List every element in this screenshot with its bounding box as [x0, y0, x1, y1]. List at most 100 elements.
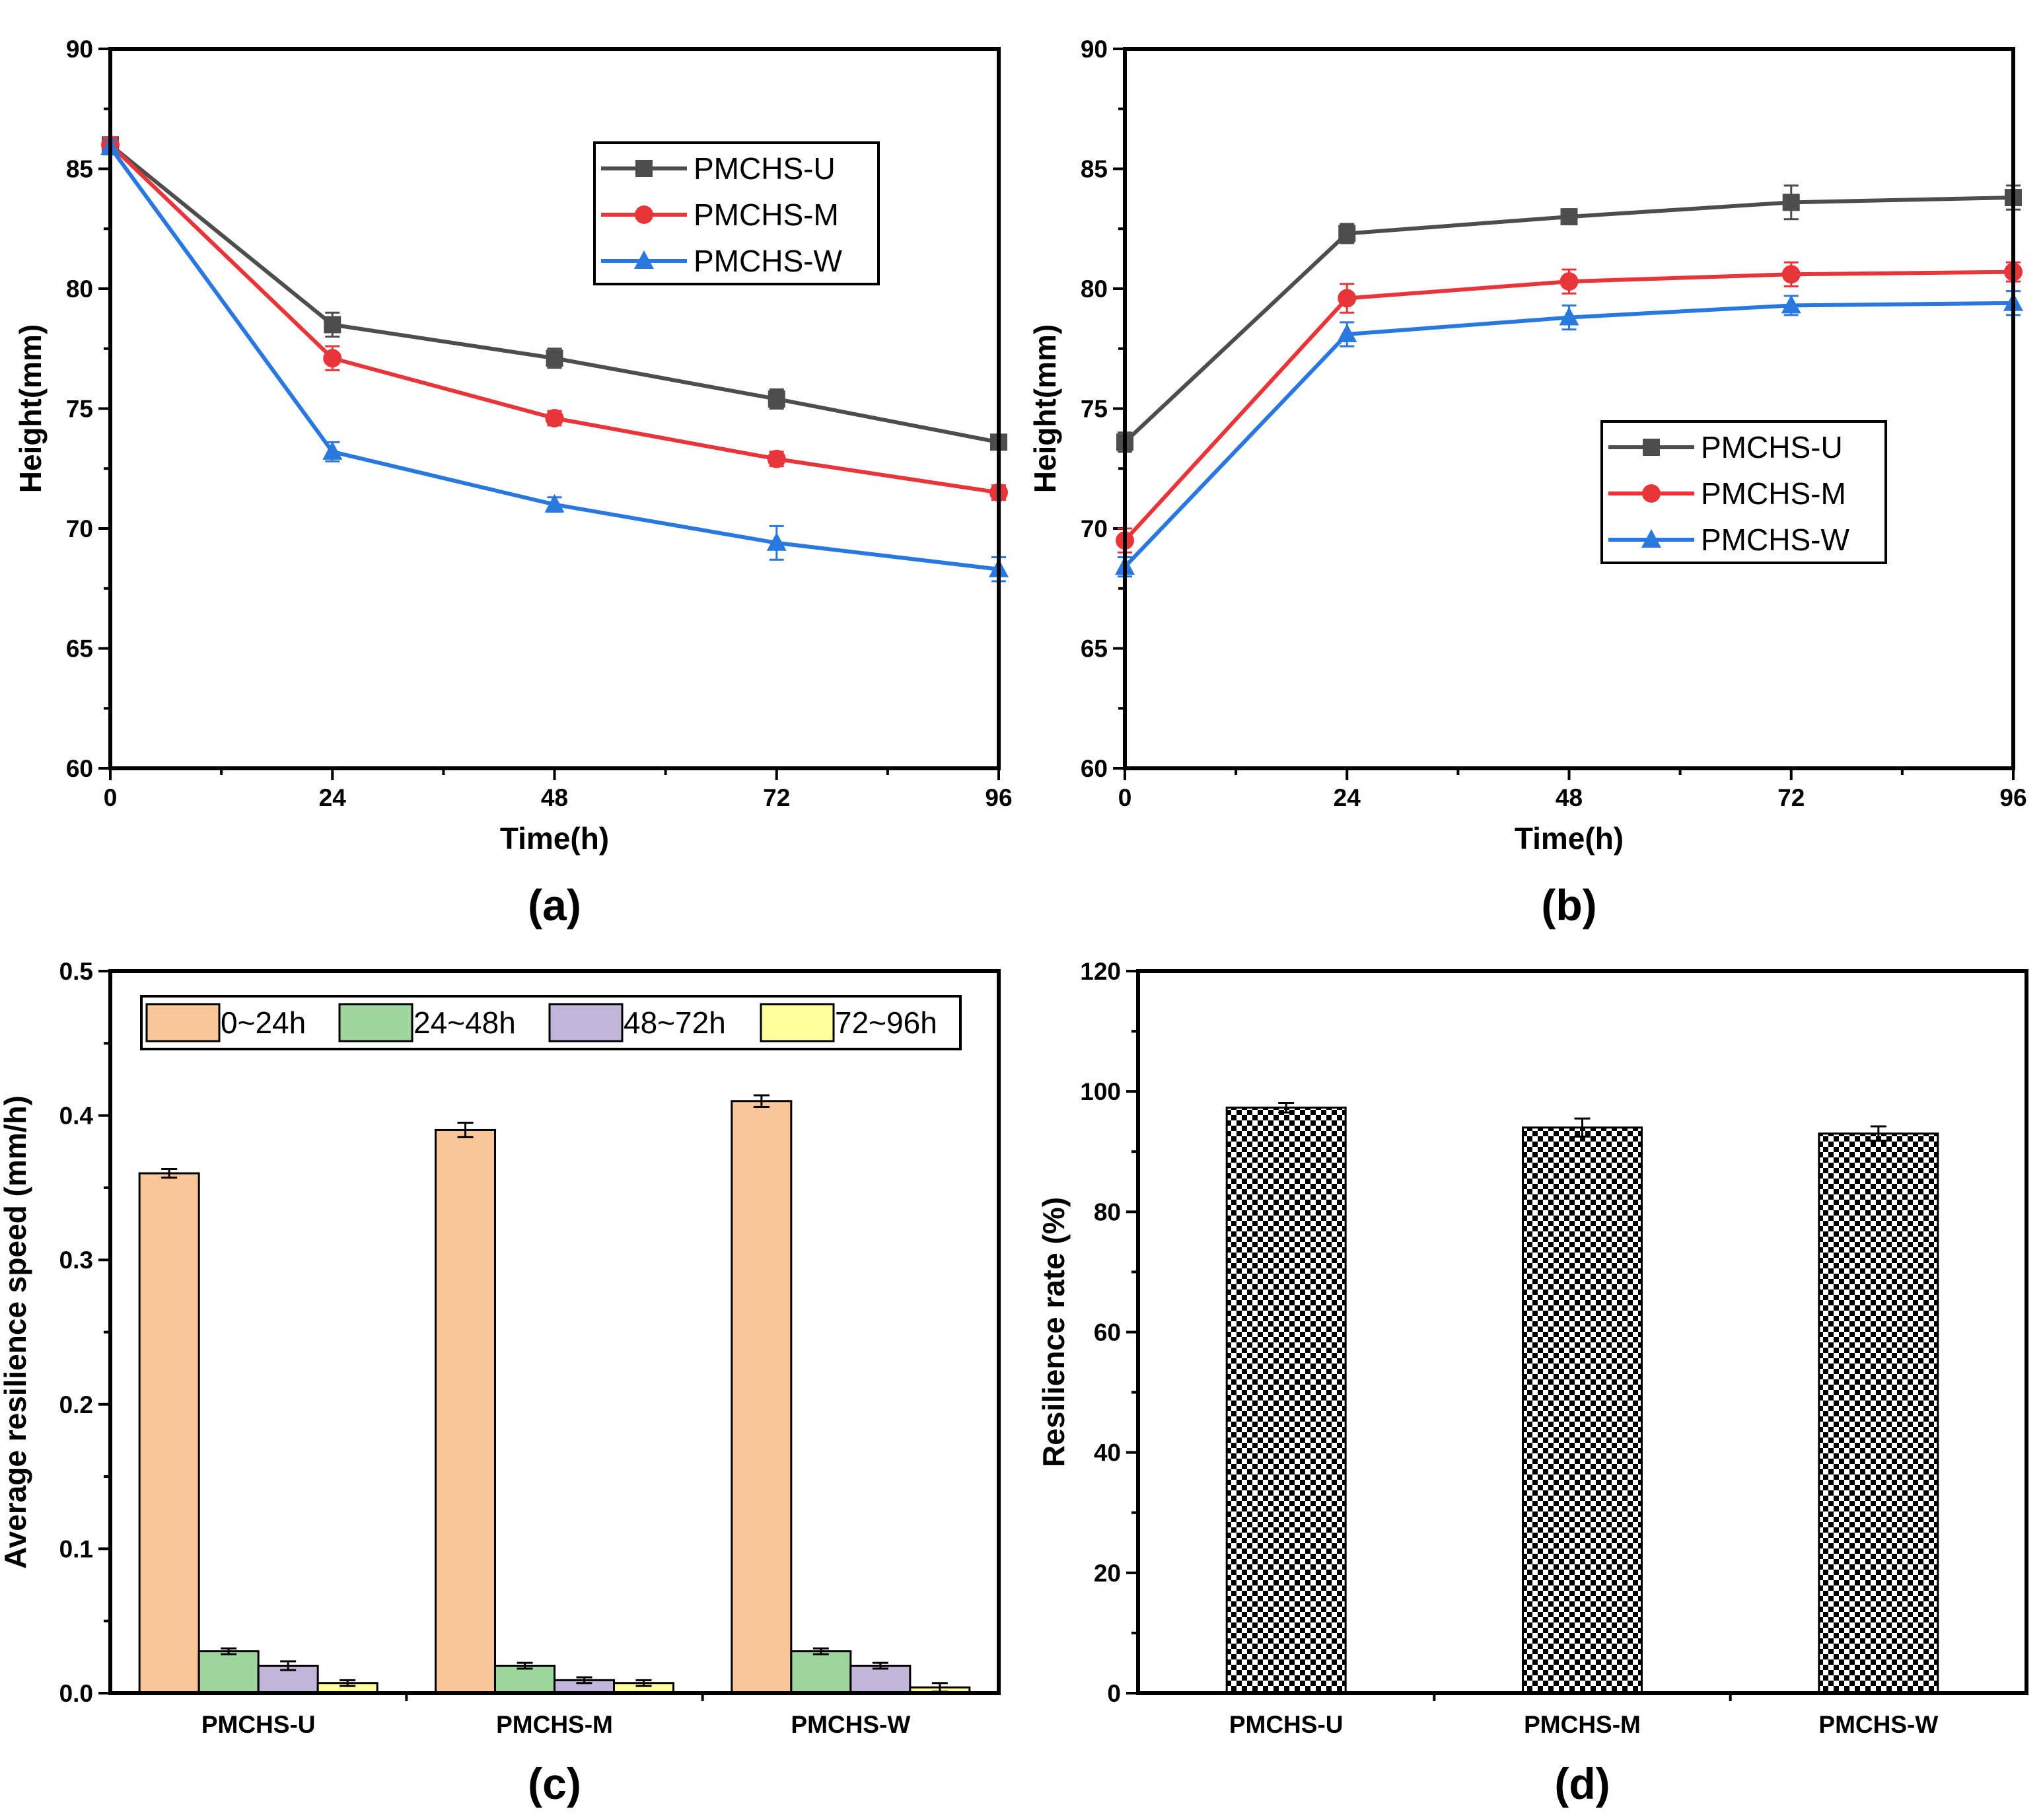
bars: [138, 1094, 971, 1694]
data-point: [766, 532, 787, 551]
x-tick-label: 96: [985, 784, 1012, 811]
data-point: [322, 441, 343, 460]
plot-frame: [1136, 969, 2028, 1695]
legend-label: 72~96h: [835, 1005, 937, 1040]
y-axis-title: Height(mm): [1028, 324, 1062, 493]
y-tick-label: 0.3: [59, 1247, 93, 1274]
x-category-label: PMCHS-M: [496, 1711, 613, 1738]
legend: PMCHS-U PMCHS-M PMCHS-W: [593, 141, 880, 285]
data-point: [546, 349, 563, 367]
legend-swatch: [145, 1003, 221, 1042]
x-category-label: PMCHS-W: [791, 1711, 910, 1738]
y-tick-label: 85: [1081, 156, 1108, 183]
data-point: [767, 449, 786, 468]
x-category-label: PMCHS-U: [1229, 1711, 1344, 1738]
legend-label: PMCHS-U: [1701, 430, 1843, 464]
y-axis-title: Average resilience speed (mm/h): [0, 1095, 32, 1569]
y-tick-label: 70: [66, 515, 93, 542]
legend-label: PMCHS-W: [1701, 523, 1849, 557]
y-tick-label: 0.0: [59, 1680, 93, 1707]
data-point: [1338, 225, 1356, 242]
data-point: [1560, 208, 1578, 226]
x-tick-label: 72: [1777, 784, 1805, 811]
y-tick-label: 0.4: [59, 1103, 94, 1130]
legend-swatch: [548, 1003, 624, 1042]
x-axis-title: Time(h): [500, 821, 609, 855]
y-tick-label: 80: [1094, 1198, 1121, 1225]
y-tick-label: 85: [66, 156, 93, 183]
y-axis-title: Height(mm): [13, 324, 48, 493]
legend-swatch: [760, 1003, 835, 1042]
panel-label: (a): [528, 881, 581, 929]
legend-marker: [634, 250, 654, 269]
legend-label: 48~72h: [624, 1005, 726, 1040]
legend-marker: [1643, 439, 1660, 456]
bar-pmchs-m-resilience-rate: [1522, 1126, 1643, 1694]
x-tick-label: 96: [1999, 784, 2026, 811]
panel-label: (d): [1554, 1759, 1610, 1808]
x-category-label: PMCHS-M: [1524, 1711, 1641, 1738]
legend-label: PMCHS-M: [694, 198, 839, 232]
data-point: [1337, 323, 1357, 342]
bar-pmchs-w-24-48h: [790, 1650, 852, 1694]
legend-marker: [635, 205, 653, 224]
series-pmchs-m: [101, 135, 1008, 502]
panel-label: (b): [1541, 881, 1596, 929]
plot-frame: [108, 47, 1001, 770]
data-point: [1781, 265, 1801, 284]
data-point: [323, 349, 342, 368]
y-tick-label: 40: [1094, 1439, 1121, 1467]
y-tick-label: 65: [66, 636, 93, 663]
panel-b-line-chart: 60 65 70 75 80 85 90 Height(mm) 0 24 48 72 96 Time(h)…: [1028, 36, 2027, 929]
legend-label: PMCHS-W: [694, 244, 842, 278]
panel-label: (c): [528, 1759, 581, 1808]
data-point: [1559, 307, 1579, 326]
bar-pmchs-u-0-24h: [138, 1172, 200, 1694]
y-tick-label: 80: [66, 275, 93, 303]
plot-frame: [108, 969, 1001, 1695]
legend-marker: [635, 160, 653, 177]
y-tick-label: 75: [66, 396, 93, 423]
legend-label: 24~48h: [413, 1005, 516, 1040]
x-tick-label: 24: [319, 784, 347, 811]
bar-pmchs-w-0-24h: [731, 1100, 793, 1694]
x-tick-label: 48: [541, 784, 568, 811]
legend: PMCHS-U PMCHS-M PMCHS-W: [1600, 420, 1887, 564]
x-tick-label: 24: [1334, 784, 1361, 811]
x-tick-label: 72: [763, 784, 790, 811]
panel-d-bar-chart: 0 20 40 60 80 100 120 Resilience rate (%) PMCHS-…: [1036, 958, 2028, 1808]
legend: 0~24h 24~48h 48~72h 72~96h: [140, 995, 962, 1050]
bar-pmchs-m-0-24h: [435, 1128, 496, 1694]
y-tick-label: 0.1: [59, 1535, 93, 1562]
x-tick-label: 0: [1118, 784, 1132, 811]
x-category-label: PMCHS-U: [201, 1711, 316, 1738]
bar-pmchs-u-resilience-rate: [1225, 1107, 1347, 1694]
legend-label: PMCHS-M: [1701, 476, 1846, 511]
plot-frame: [1123, 47, 2015, 770]
y-tick-label: 100: [1080, 1078, 1121, 1105]
bar-pmchs-m-24-48h: [494, 1664, 556, 1694]
data-point: [324, 316, 341, 334]
y-tick-label: 90: [1081, 36, 1108, 63]
legend-marker: [1642, 484, 1661, 503]
y-tick-label: 60: [1094, 1319, 1121, 1346]
y-tick-label: 65: [1081, 636, 1108, 663]
panel-a-line-chart: 60 65 70 75 80 85 90 Height(mm) 0 24 48 72 96 Time(h)…: [13, 36, 1013, 929]
y-tick-label: 70: [1081, 515, 1108, 542]
x-tick-label: 48: [1556, 784, 1583, 811]
x-axis-title: Time(h): [1515, 821, 1624, 855]
y-tick-label: 60: [1081, 755, 1108, 782]
y-tick-label: 0.5: [59, 958, 93, 985]
y-tick-label: 75: [1081, 396, 1108, 423]
x-tick-label: 0: [104, 784, 118, 811]
legend-label: 0~24h: [221, 1005, 306, 1040]
y-tick-label: 120: [1080, 958, 1121, 985]
data-point: [768, 390, 785, 408]
y-axis-title: Resilience rate (%): [1036, 1197, 1071, 1467]
bars: [1225, 1101, 1939, 1694]
y-tick-label: 80: [1081, 275, 1108, 303]
data-point: [1781, 295, 1801, 314]
legend-marker: [1641, 529, 1661, 548]
legend-swatch: [338, 1003, 413, 1042]
